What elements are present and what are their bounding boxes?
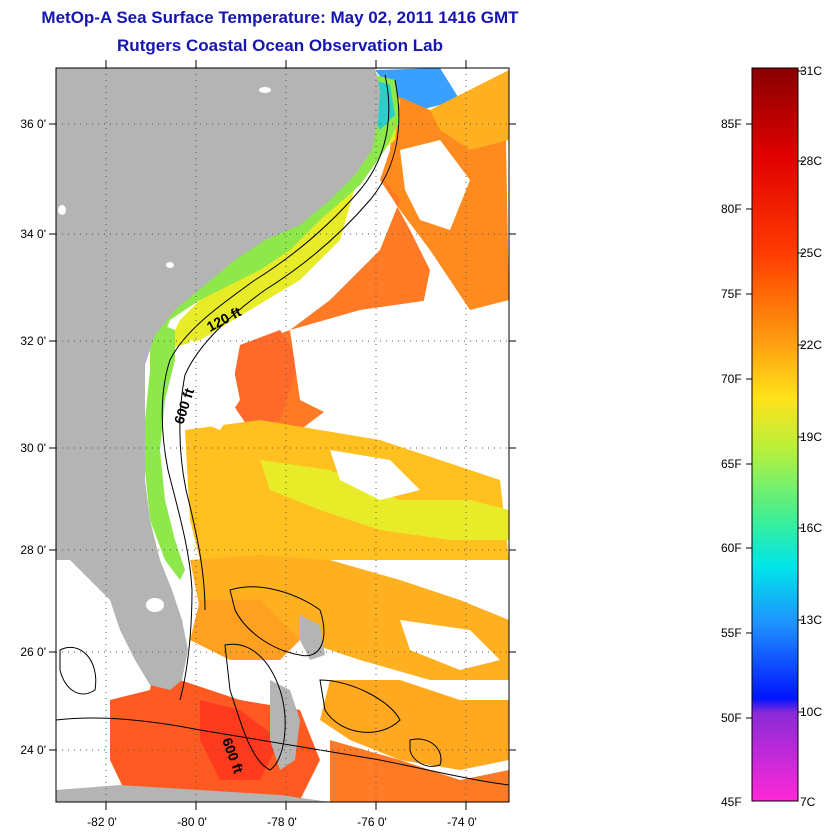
lake-okeechobee bbox=[146, 598, 164, 612]
colorbar-c-label: 7C bbox=[800, 795, 816, 809]
colorbar-f-label: 75F bbox=[721, 287, 742, 301]
colorbar-c-label: 28C bbox=[800, 154, 822, 168]
colorbar-ticks bbox=[746, 70, 804, 719]
colorbar-c-label: 10C bbox=[800, 705, 822, 719]
colorbar-c-label: 22C bbox=[800, 338, 822, 352]
colorbar-c-label: 16C bbox=[800, 521, 822, 535]
lat-label: 36 0' bbox=[20, 117, 46, 131]
temperature-colorbar: 85F 80F 75F 70F 65F 60F 55F 50F 45F 31C … bbox=[721, 64, 822, 809]
map-ticks bbox=[49, 60, 516, 810]
depth-contours bbox=[56, 74, 509, 786]
map-title: MetOp-A Sea Surface Temperature: May 02,… bbox=[41, 8, 519, 27]
colorbar-f-label: 70F bbox=[721, 372, 742, 386]
colorbar-c-label: 19C bbox=[800, 430, 822, 444]
lat-label: 34 0' bbox=[20, 227, 46, 241]
colorbar-f-label: 80F bbox=[721, 202, 742, 216]
colorbar-f-label: 45F bbox=[721, 795, 742, 809]
map-subtitle: Rutgers Coastal Ocean Observation Lab bbox=[117, 36, 443, 55]
lon-label: -74 0' bbox=[447, 815, 477, 829]
map-frame bbox=[55, 67, 510, 803]
lon-label: -76 0' bbox=[357, 815, 387, 829]
lat-label: 32 0' bbox=[20, 334, 46, 348]
colorbar-f-label: 85F bbox=[721, 117, 742, 131]
cloud-cover bbox=[70, 140, 500, 700]
colorbar-c-label: 25C bbox=[800, 246, 822, 260]
lat-label: 26 0' bbox=[20, 645, 46, 659]
lon-label: -78 0' bbox=[267, 815, 297, 829]
map-area bbox=[56, 68, 509, 802]
colorbar-ramp bbox=[751, 67, 799, 802]
colorbar-f-label: 60F bbox=[721, 541, 742, 555]
colorbar-f-label: 55F bbox=[721, 626, 742, 640]
colorbar-c-label: 31C bbox=[800, 64, 822, 78]
colorbar-f-label: 50F bbox=[721, 711, 742, 725]
sst-map: 36 0' 34 0' 32 0' 30 0' 28 0' 26 0' 24 0… bbox=[20, 60, 516, 829]
lat-label: 30 0' bbox=[20, 441, 46, 455]
colorbar-c-label: 13C bbox=[800, 613, 822, 627]
lat-label: 24 0' bbox=[20, 743, 46, 757]
lon-label: -80 0' bbox=[177, 815, 207, 829]
lon-label: -82 0' bbox=[87, 815, 117, 829]
lat-label: 28 0' bbox=[20, 543, 46, 557]
colorbar-f-label: 65F bbox=[721, 457, 742, 471]
graticule bbox=[56, 68, 509, 802]
